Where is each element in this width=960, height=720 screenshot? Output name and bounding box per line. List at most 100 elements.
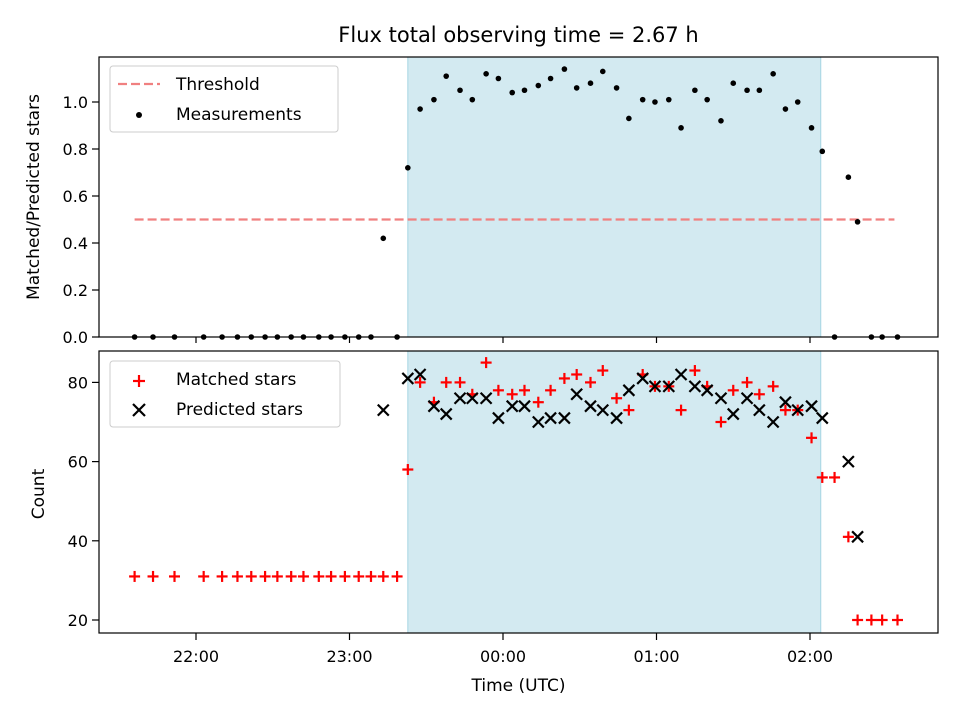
predicted-star-point <box>544 411 557 425</box>
matched-star-point <box>169 570 181 582</box>
matched-star-point <box>391 570 403 582</box>
legend-predicted-swatch <box>132 403 146 417</box>
measurement-point <box>613 85 620 91</box>
bottom-x-axis: 22:00 23:00 00:00 01:00 02:00 <box>173 633 833 666</box>
matched-star-point <box>454 376 466 388</box>
measurement-point <box>535 82 542 89</box>
top-highlight-span <box>407 56 822 338</box>
legend-matched-label: Matched stars <box>176 370 296 390</box>
measurement-point <box>469 96 476 103</box>
predicted-star-point <box>532 415 545 429</box>
matched-star-point <box>675 404 687 416</box>
measurement-point <box>587 80 594 86</box>
measurement-point <box>417 106 423 112</box>
measurement-point <box>509 89 516 96</box>
predicted-star-point <box>376 403 390 417</box>
chart-title: Flux total observing time = 2.67 h <box>338 23 698 47</box>
matched-star-point <box>571 368 583 380</box>
predicted-star-point <box>766 415 780 429</box>
matched-star-point <box>545 384 557 396</box>
measurement-point <box>854 219 861 225</box>
predicted-star-point <box>427 399 441 413</box>
matched-star-point <box>492 384 504 396</box>
matched-star-point <box>231 570 243 582</box>
matched-star-point <box>597 365 609 377</box>
predicted-star-point <box>688 380 702 393</box>
matched-star-point <box>891 614 903 626</box>
x-tick-label: 23:00 <box>326 647 372 666</box>
predicted-star-point <box>453 391 467 405</box>
measurement-point <box>756 87 763 94</box>
measurement-point <box>808 125 815 131</box>
predicted-star-point <box>492 411 505 425</box>
matched-star-point <box>480 357 492 369</box>
bottom-legend-box <box>109 360 341 428</box>
predicted-star-point <box>842 455 855 468</box>
predicted-star-point <box>479 391 493 405</box>
measurement-point <box>599 68 606 75</box>
predicted-star-point <box>439 407 453 421</box>
matched-star-point <box>285 570 297 582</box>
matched-star-point <box>147 570 159 582</box>
measurement-point <box>692 87 698 94</box>
predicted-star-point <box>596 403 610 417</box>
matched-star-point <box>715 416 727 428</box>
bottom-y-tick-label: 20 <box>68 611 88 630</box>
x-tick-label: 02:00 <box>787 647 833 666</box>
bottom-panel: 20 40 60 80 22:00 23:00 00:00 01:00 02:00 Count… <box>29 350 939 696</box>
matched-star-point <box>414 376 426 388</box>
x-tick-label: 01:00 <box>633 647 679 666</box>
top-y-tick-label: 0.2 <box>63 281 88 300</box>
matched-star-point <box>611 392 623 404</box>
matched-star-point <box>558 372 570 384</box>
matched-star-point <box>806 432 818 444</box>
matched-star-point <box>816 471 828 483</box>
predicted-star-point <box>816 411 829 425</box>
bottom-legend: Matched stars Predicted stars <box>109 360 341 428</box>
matched-star-point <box>753 388 765 400</box>
x-tick-label: 00:00 <box>480 647 526 666</box>
bottom-y-tick-label: 60 <box>68 453 88 472</box>
matched-star-point <box>842 531 854 543</box>
predicted-star-point <box>584 399 597 413</box>
measurement-point <box>561 66 568 72</box>
measurement-point <box>819 148 826 155</box>
matched-star-point <box>767 380 779 392</box>
x-tick-label: 22:00 <box>173 647 219 666</box>
matched-star-point <box>365 570 377 582</box>
legend-measurements-label: Measurements <box>176 105 302 125</box>
bottom-y-tick-label: 80 <box>68 373 88 392</box>
measurement-point <box>744 87 750 94</box>
matched-star-point <box>353 570 365 582</box>
predicted-star-point <box>610 411 623 425</box>
matched-star-point <box>259 570 271 582</box>
matched-star-point <box>271 570 283 582</box>
predicted-star-point <box>413 368 427 381</box>
predicted-star-point <box>505 399 519 413</box>
predicted-star-point <box>700 384 714 397</box>
top-legend-box <box>109 65 339 133</box>
measurement-point <box>495 75 502 82</box>
top-y-axis-label: Matched/Predicted stars <box>24 94 44 300</box>
top-y-tick-label: 0.4 <box>63 234 88 253</box>
measurement-point <box>457 87 463 94</box>
matched-star-point <box>339 570 351 582</box>
measurement-point <box>782 106 789 112</box>
matched-star-point <box>876 614 888 626</box>
predicted-star-point <box>622 384 636 397</box>
measurement-point <box>483 71 489 77</box>
predicted-star-point <box>714 391 728 405</box>
measurement-point <box>431 96 437 103</box>
matched-star-point <box>440 376 452 388</box>
matched-star-point <box>198 570 210 582</box>
predicted-star-point <box>518 399 531 413</box>
predicted-star-point <box>805 399 818 413</box>
predicted-star-point <box>466 391 479 405</box>
legend-predicted-label: Predicted stars <box>176 400 303 420</box>
predicted-star-point <box>636 372 649 385</box>
bottom-y-axis: 20 40 60 80 <box>68 373 99 630</box>
measurement-point <box>573 85 580 91</box>
measurement-point <box>639 96 646 103</box>
predicted-star-point <box>779 395 792 409</box>
bottom-axes-frame <box>98 350 939 634</box>
